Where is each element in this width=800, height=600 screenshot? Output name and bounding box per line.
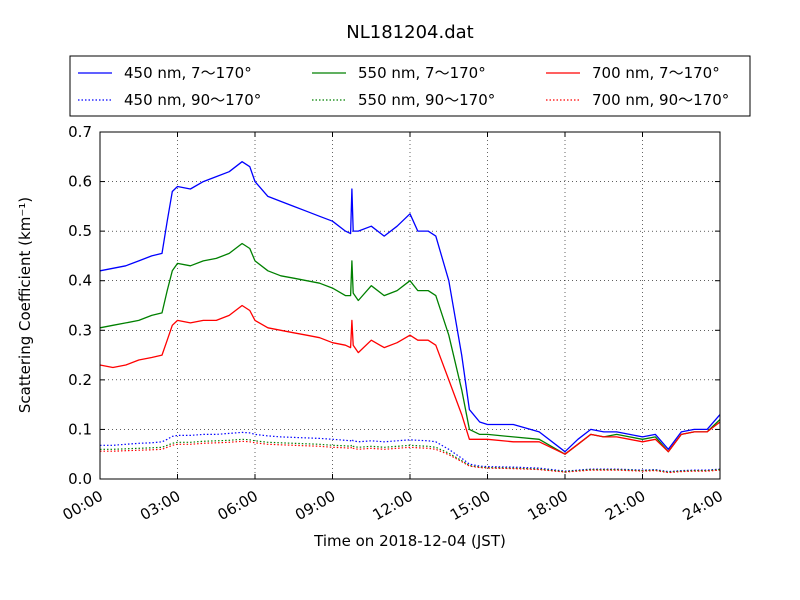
legend-label-2: 700 nm, 7～170° xyxy=(592,64,720,82)
x-tick-label: 21:00 xyxy=(602,487,648,524)
series-line-2 xyxy=(99,304,721,455)
x-tick-label: 18:00 xyxy=(525,487,571,524)
legend-label-3: 450 nm, 90～170° xyxy=(124,91,261,109)
plot-area: 0.0 0.1 0.2 0.3 0.4 0.5 0.6 0.7 00:00 03:00 06:00 0… xyxy=(60,123,726,524)
legend-label-0: 450 nm, 7～170° xyxy=(124,64,252,82)
y-tick-label: 0.4 xyxy=(68,272,92,290)
y-tick-label: 0.3 xyxy=(68,321,92,339)
y-tick-label: 0.6 xyxy=(68,173,92,191)
x-tick-label: 15:00 xyxy=(447,487,493,524)
legend-label-5: 700 nm, 90～170° xyxy=(592,91,729,109)
x-tick-label: 06:00 xyxy=(215,487,261,524)
legend-label-4: 550 nm, 90～170° xyxy=(358,91,495,109)
legend: 450 nm, 7～170° 550 nm, 7～170° 700 nm, 7～17… xyxy=(69,55,751,117)
x-tick-label: 09:00 xyxy=(292,487,338,524)
series-line-0 xyxy=(99,161,721,453)
y-tick-label: 0.0 xyxy=(68,470,92,488)
legend-label-1: 550 nm, 7～170° xyxy=(358,64,486,82)
y-tick-label: 0.5 xyxy=(68,222,92,240)
x-tick-label: 00:00 xyxy=(60,487,106,524)
legend-frame xyxy=(69,55,751,117)
x-tick-label: 03:00 xyxy=(137,487,183,524)
y-axis-label: Scattering Coefficient (km⁻¹) xyxy=(16,197,34,413)
x-tick-label: 24:00 xyxy=(680,487,726,524)
plot-background xyxy=(100,132,720,479)
x-tick-label: 12:00 xyxy=(370,487,416,524)
y-tick-label: 0.7 xyxy=(68,123,92,141)
y-tick-label: 0.1 xyxy=(68,420,92,438)
x-axis-label: Time on 2018-12-04 (JST) xyxy=(313,532,506,550)
y-tick-label: 0.2 xyxy=(68,371,92,389)
chart-title: NL181204.dat xyxy=(346,22,473,43)
